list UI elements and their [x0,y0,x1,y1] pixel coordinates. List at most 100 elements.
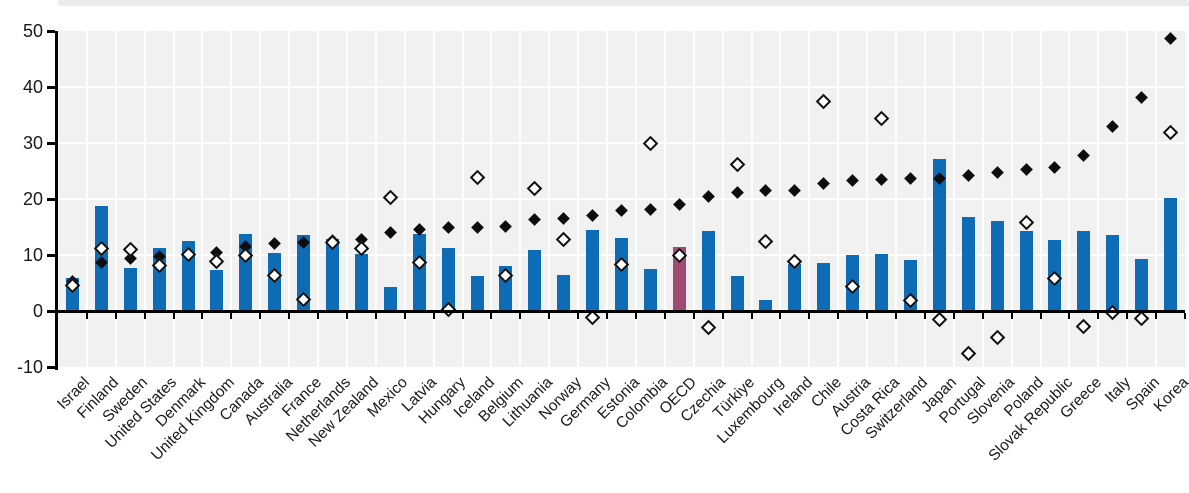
v-gridline [403,31,406,367]
x-tick [432,312,435,319]
bar [470,275,484,311]
v-gridline [259,31,262,367]
h-gridline [58,198,1185,200]
y-tick-label: 40 [22,77,43,97]
x-tick [663,312,666,319]
v-gridline [692,31,695,367]
bar [1164,197,1178,311]
v-gridline [172,31,175,367]
v-gridline [1155,31,1158,367]
v-gridline [345,31,348,367]
x-tick [721,312,724,319]
x-tick [606,312,609,319]
y-tick-label: 30 [22,133,43,153]
bar [383,286,397,311]
bar [586,230,600,311]
x-tick [577,312,580,319]
h-gridline [58,142,1185,144]
v-gridline [461,31,464,367]
x-tick [1068,312,1071,319]
h-gridline [58,86,1185,88]
y-tick [47,366,55,369]
v-gridline [230,31,233,367]
top-strip [58,0,1189,6]
bar [932,158,946,311]
y-tick [47,30,55,33]
v-gridline [1039,31,1042,367]
v-gridline [895,31,898,367]
y-tick [47,86,55,89]
v-gridline [837,31,840,367]
y-tick-label: 20 [22,189,43,209]
x-axis-line [58,310,1185,313]
v-gridline [721,31,724,367]
bar [759,299,773,311]
y-tick-label: 0 [32,301,43,321]
x-tick [895,312,898,319]
bar [672,247,686,311]
x-tick [634,312,637,319]
v-gridline [1010,31,1013,367]
x-tick [952,312,955,319]
bar [990,221,1004,311]
x-tick [403,312,406,319]
bar [961,216,975,311]
x-tick [1039,312,1042,319]
x-tick [837,312,840,319]
x-tick [230,312,233,319]
v-gridline [952,31,955,367]
v-gridline [981,31,984,367]
x-tick [172,312,175,319]
v-gridline [866,31,869,367]
v-gridline [85,31,88,367]
bar [123,267,137,311]
x-tick [866,312,869,319]
v-gridline [577,31,580,367]
bar [701,230,715,311]
x-tick [201,312,204,319]
v-gridline [490,31,493,367]
y-axis-spine [54,31,58,370]
x-tick [808,312,811,319]
bar [210,269,224,311]
bar [528,249,542,311]
bar [441,247,455,311]
y-tick-label: 10 [22,245,43,265]
x-tick [143,312,146,319]
x-tick [317,312,320,319]
x-tick [779,312,782,319]
bar [1077,231,1091,311]
v-gridline [634,31,637,367]
bar [875,253,889,311]
x-tick [1097,312,1100,319]
bar [1135,259,1149,311]
bar [1106,234,1120,311]
bar [1019,231,1033,311]
x-tick [1010,312,1013,319]
v-gridline [114,31,117,367]
x-tick [1155,312,1158,319]
x-tick [345,312,348,319]
x-tick [374,312,377,319]
v-gridline [201,31,204,367]
v-gridline [663,31,666,367]
y-tick-label: -10 [16,357,43,377]
y-tick-label: 50 [22,21,43,41]
bar [643,269,657,311]
v-gridline [519,31,522,367]
bar [326,239,340,311]
bar [615,237,628,311]
x-tick [923,312,926,319]
v-gridline [143,31,146,367]
x-tick [490,312,493,319]
v-gridline [432,31,435,367]
v-gridline [779,31,782,367]
x-tick [114,312,117,319]
y-tick [47,310,55,313]
x-tick [461,312,464,319]
bar [297,234,311,311]
v-gridline [606,31,609,367]
x-tick [1184,312,1186,319]
y-tick [47,254,55,257]
v-gridline [808,31,811,367]
